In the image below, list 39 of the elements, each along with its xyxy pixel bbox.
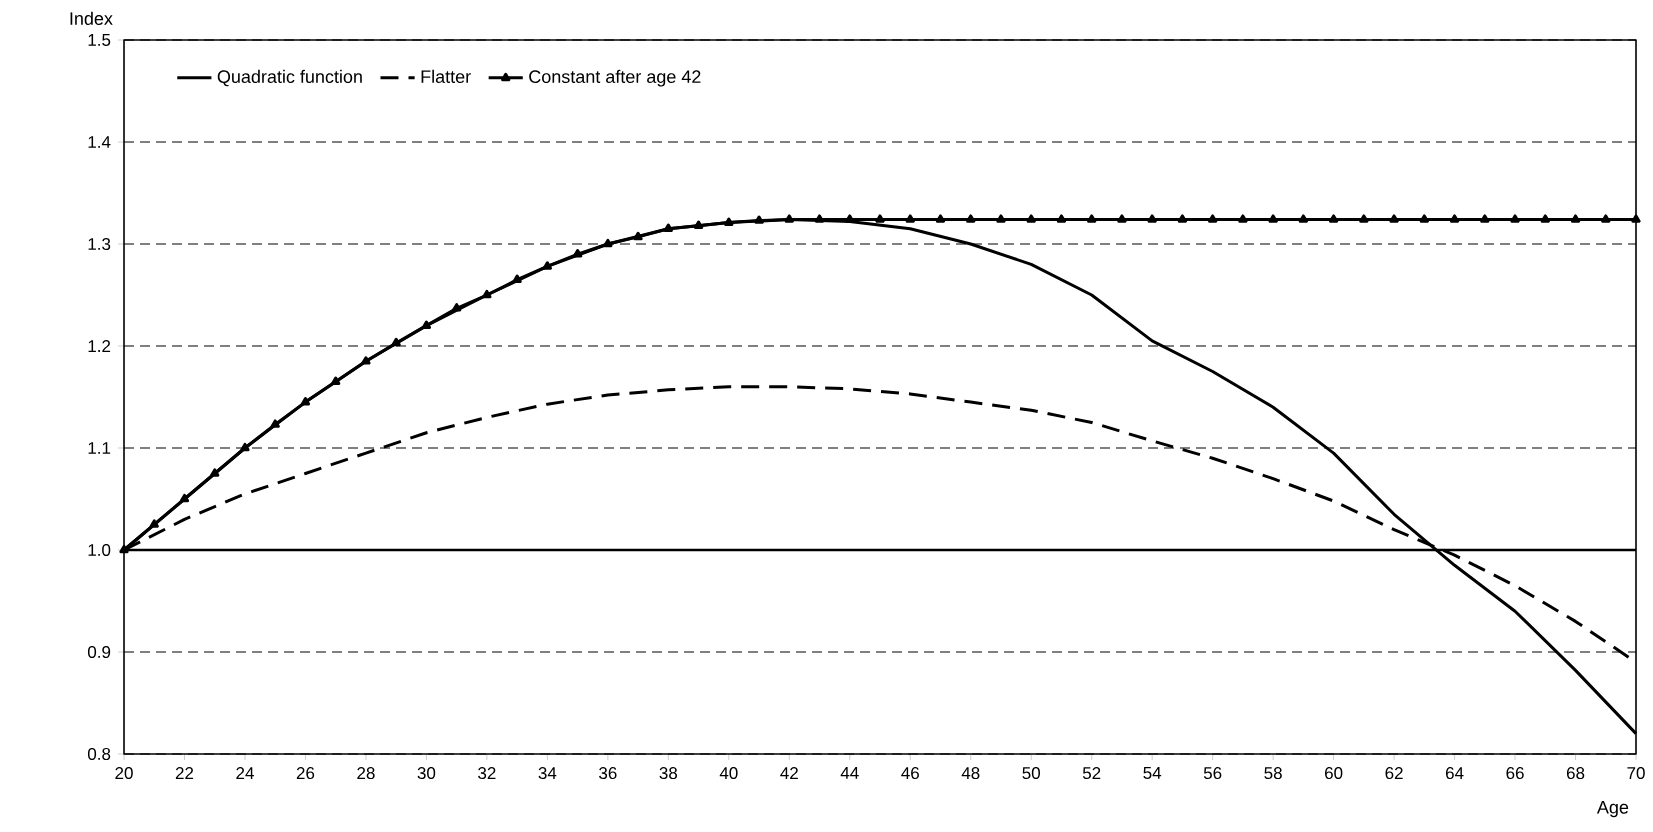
y-tick-label: 1.5 [88,34,111,46]
x-tick-label: 68 [1566,767,1585,780]
x-tick-label: 66 [1506,767,1524,780]
x-tick-label: 62 [1385,767,1403,780]
y-tick-label: 1.3 [88,238,111,251]
x-tick-label: 38 [659,767,678,780]
x-tick-label: 60 [1325,767,1343,780]
x-tick-label: 42 [780,767,798,779]
legend-label: Constant after age 42 [529,69,701,87]
x-tick-label: 46 [901,767,919,780]
y-tick-label: 0.8 [87,748,111,761]
y-tick-label: 1.4 [88,136,111,148]
x-tick-label: 28 [357,767,375,780]
x-tick-label: 22 [175,767,194,779]
x-tick-label: 36 [599,767,617,780]
x-tick-label: 26 [296,767,315,780]
x-tick-label: 50 [1022,767,1040,780]
legend-label: Flatter [421,69,471,84]
x-tick-label: 56 [1203,767,1222,780]
y-tick-label: 1.0 [88,544,111,557]
y-tick-label: 1.2 [88,340,111,352]
x-tick-label: 30 [417,767,436,780]
x-tick-label: 44 [840,767,859,779]
x-tick-label: 52 [1082,767,1101,780]
x-tick-label: 48 [961,767,980,780]
x-tick-label: 58 [1264,767,1282,780]
legend-label: Quadratic function [217,69,362,87]
y-axis-title: Index [70,11,113,25]
x-tick-label: 32 [478,767,496,780]
y-tick-label: 0.9 [87,646,111,659]
x-tick-label: 24 [236,767,254,779]
y-tick-label: 1.1 [88,442,111,454]
x-tick-label: 64 [1445,767,1464,780]
x-tick-label: 54 [1143,767,1162,779]
x-tick-label: 34 [538,767,557,780]
x-tick-label: 40 [719,767,738,780]
x-tick-label: 70 [1627,767,1645,780]
x-axis-title: Age [1596,801,1629,818]
x-tick-label: 20 [115,767,133,780]
